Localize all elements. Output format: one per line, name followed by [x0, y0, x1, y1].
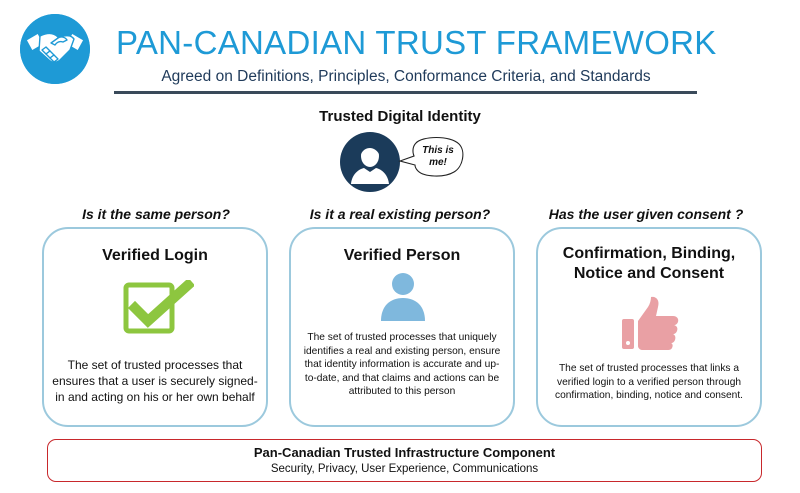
- question-consent: Has the user given consent ?: [548, 206, 744, 222]
- card-description: The set of trusted processes that unique…: [303, 332, 501, 397]
- trusted-digital-identity-label: Trusted Digital Identity: [319, 108, 481, 125]
- speech-bubble-text: This is me!: [422, 145, 454, 168]
- speech-bubble: This is me!: [394, 134, 466, 180]
- user-avatar-icon: [340, 132, 400, 192]
- handshake-icon: [20, 14, 90, 84]
- page-title: PAN-CANADIAN TRUST FRAMEWORK: [116, 24, 717, 61]
- card-title: Verified Person: [343, 247, 461, 264]
- page-subtitle: Agreed on Definitions, Principles, Confo…: [161, 68, 651, 85]
- infrastructure-component-box: Pan-Canadian Trusted Infrastructure Comp…: [47, 439, 762, 482]
- infrastructure-title: Pan-Canadian Trusted Infrastructure Comp…: [253, 445, 556, 460]
- thumbs-up-icon: [620, 295, 680, 351]
- card-description: The set of trusted processes that links …: [554, 363, 744, 401]
- verified-login-card: Verified Login The set of trusted proces…: [42, 227, 268, 427]
- checkbox-check-icon: [122, 280, 194, 336]
- card-title: Verified Login: [102, 247, 208, 264]
- question-real-person: Is it a real existing person?: [309, 206, 491, 222]
- verified-person-card: Verified Person The set of trusted proce…: [289, 227, 515, 427]
- card-description: The set of trusted processes that ensure…: [52, 358, 258, 404]
- person-icon: [377, 271, 429, 321]
- infrastructure-subtitle: Security, Privacy, User Experience, Comm…: [270, 463, 539, 475]
- question-same-person: Is it the same person?: [82, 206, 230, 222]
- consent-card: Confirmation, Binding, Notice and Consen…: [536, 227, 762, 427]
- card-title: Confirmation, Binding, Notice and Consen…: [562, 245, 736, 282]
- title-divider: [114, 91, 697, 94]
